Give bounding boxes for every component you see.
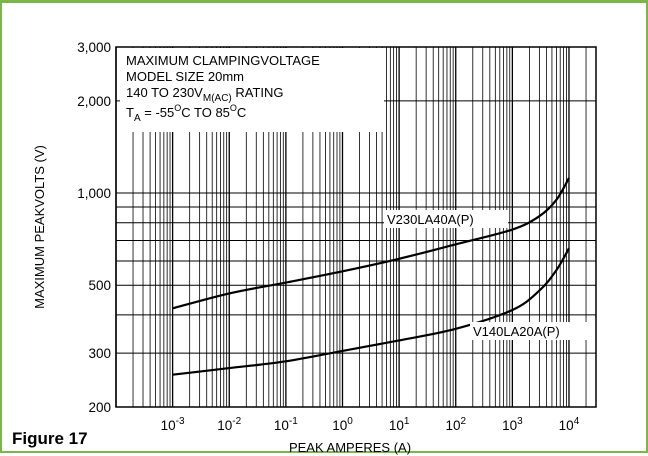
- x-tick-base: 10: [332, 418, 347, 433]
- series-label-v140la20a: V140LA20A(P): [473, 324, 560, 339]
- series-layer: [172, 177, 570, 376]
- x-tick-exponent: 2: [460, 416, 466, 427]
- y-tick-labels: 200 300 500 1,000 2,000 3,000: [77, 40, 111, 415]
- series-line-v230la40a: [172, 177, 570, 310]
- x-tick-label: 104: [559, 416, 580, 433]
- x-tick-base: 10: [502, 418, 517, 433]
- x-tick-label: 10-1: [274, 416, 298, 433]
- x-tick-base: 10: [445, 418, 460, 433]
- x-tick-exponent: -1: [289, 416, 298, 427]
- y-tick-label: 300: [88, 346, 111, 361]
- series-labels: V230LA40A(P) V140LA20A(P): [384, 210, 590, 340]
- annotation-line-4-sup2: O: [230, 103, 237, 113]
- x-tick-base: 10: [559, 418, 574, 433]
- figure-label: Figure 17: [12, 429, 88, 448]
- x-tick-labels: 10-3 10-2 10-1 100 101 102 103 104: [161, 416, 580, 433]
- y-tick-label: 1,000: [77, 186, 111, 201]
- annotation-line-4: TA = -55OC TO 85OC: [126, 103, 246, 124]
- series-label-v230la40a: V230LA40A(P): [387, 212, 474, 227]
- annotation-line-4-t: T: [126, 105, 134, 120]
- x-tick-exponent: 4: [574, 416, 580, 427]
- x-tick-label: 103: [502, 416, 523, 433]
- x-tick-base: 10: [274, 418, 289, 433]
- series-line-v140la20a: [172, 247, 570, 376]
- x-tick-label: 10-3: [161, 416, 185, 433]
- y-tick-label: 500: [88, 278, 111, 293]
- x-tick-base: 10: [161, 418, 176, 433]
- annotation-line-2: MODEL SIZE 20mm: [126, 69, 244, 84]
- annotation-line-4-sub: A: [134, 113, 141, 124]
- annotation-line-3-pre: 140 TO 230V: [126, 85, 203, 100]
- annotation-line-4-end: C: [237, 105, 246, 120]
- annotation-line-4-mid: = -55: [141, 105, 175, 120]
- series-label-bg-v230la40a: [384, 210, 508, 228]
- annotation-background: [120, 48, 384, 132]
- x-tick-label: 10-2: [217, 416, 241, 433]
- x-tick-base: 10: [389, 418, 404, 433]
- y-tick-label: 2,000: [77, 94, 111, 109]
- y-tick-label: 3,000: [77, 40, 111, 55]
- y-axis-title: MAXIMUM PEAKVOLTS (V): [32, 145, 47, 309]
- x-tick-exponent: 3: [517, 416, 523, 427]
- annotation-line-1: MAXIMUM CLAMPINGVOLTAGE: [126, 53, 320, 68]
- annotation-line-4-sup1: O: [174, 103, 181, 113]
- x-tick-label: 102: [445, 416, 466, 433]
- x-tick-exponent: 1: [404, 416, 410, 427]
- annotation-line-3: 140 TO 230VM(AC) RATING: [126, 85, 284, 104]
- annotation-line-4-mid2: C TO 85: [181, 105, 230, 120]
- x-tick-label: 101: [389, 416, 410, 433]
- y-gridlines: [116, 100, 596, 354]
- x-axis-title: PEAK AMPERES (A): [289, 440, 411, 455]
- annotation-line-3-sub: M(AC): [203, 93, 232, 104]
- x-tick-exponent: 0: [347, 416, 353, 427]
- x-tick-label: 100: [332, 416, 353, 433]
- chart: MAXIMUM CLAMPINGVOLTAGE MODEL SIZE 20mm …: [32, 40, 597, 455]
- y-tick-label: 200: [88, 400, 111, 415]
- annotation-box: MAXIMUM CLAMPINGVOLTAGE MODEL SIZE 20mm …: [120, 48, 384, 132]
- x-tick-base: 10: [217, 418, 232, 433]
- plot-frame: [115, 46, 597, 408]
- x-tick-exponent: -2: [232, 416, 241, 427]
- x-tick-exponent: -3: [176, 416, 185, 427]
- series-label-bg-v140la20a: [470, 322, 590, 340]
- annotation-line-3-post: RATING: [232, 85, 284, 100]
